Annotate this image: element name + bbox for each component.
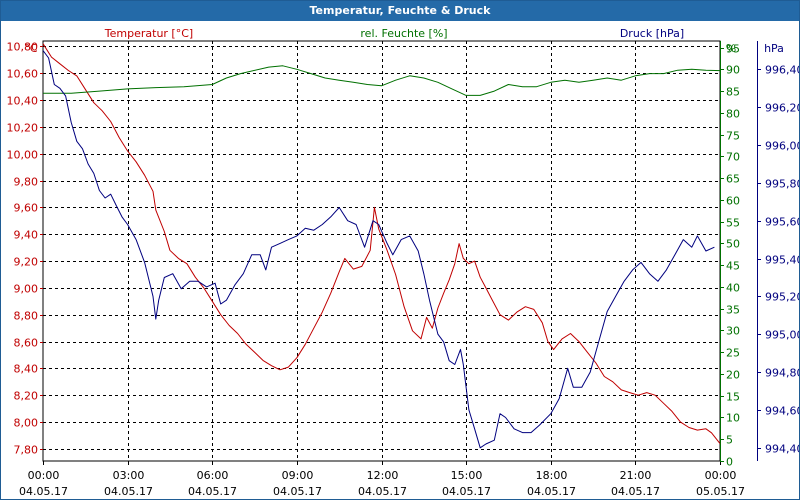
- humidity-unit-label: %: [726, 42, 736, 55]
- temperature-tick-label: 9,20: [14, 256, 39, 269]
- temperature-axis-title: Temperatur [°C]: [104, 27, 193, 40]
- temperature-tick-label: 9,00: [14, 283, 39, 296]
- humidity-tick-label: 85: [726, 86, 740, 99]
- humidity-tick-label: 10: [726, 412, 740, 425]
- temperature-tick-label: 8,20: [14, 390, 39, 403]
- humidity-series: [43, 65, 721, 96]
- pressure-unit-label: hPa: [764, 42, 784, 55]
- x-tick-label-date: 04.05.17: [104, 485, 153, 498]
- plot-area: [42, 40, 721, 462]
- humidity-tick-label: 55: [726, 217, 740, 230]
- axes: [40, 41, 761, 465]
- temperature-tick-label: 10,60: [7, 68, 39, 81]
- temperature-tick-label: 9,60: [14, 202, 39, 215]
- x-tick-label-date: 04.05.17: [611, 485, 660, 498]
- x-tick-label-date: 04.05.17: [442, 485, 491, 498]
- pressure-tick-label: 994,80: [765, 367, 799, 380]
- humidity-tick-label: 90: [726, 64, 740, 77]
- pressure-tick-label: 994,60: [765, 405, 799, 418]
- x-tick-label-time: 21:00: [620, 469, 652, 482]
- temperature-tick-label: 8,80: [14, 310, 39, 323]
- humidity-tick-label: 70: [726, 151, 740, 164]
- temperature-tick-label: 8,60: [14, 337, 39, 350]
- x-tick-label-date: 04.05.17: [358, 485, 407, 498]
- temperature-tick-label: 8,40: [14, 363, 39, 376]
- pressure-tick-label: 996,20: [765, 102, 799, 115]
- x-tick-label-time: 00:00: [705, 469, 737, 482]
- x-tick-label-time: 09:00: [282, 469, 314, 482]
- grid: [42, 40, 721, 462]
- humidity-tick-label: 30: [726, 325, 740, 338]
- x-tick-label-date: 04.05.17: [188, 485, 237, 498]
- pressure-tick-label: 995,20: [765, 291, 799, 304]
- pressure-tick-label: 995,60: [765, 216, 799, 229]
- pressure-series: [42, 50, 715, 449]
- x-tick-label-time: 12:00: [367, 469, 399, 482]
- humidity-tick-label: 75: [726, 130, 740, 143]
- x-tick-label-date: 04.05.17: [527, 485, 576, 498]
- humidity-tick-label: 95: [726, 43, 740, 56]
- series: [42, 43, 721, 449]
- x-tick-label-time: 03:00: [113, 469, 145, 482]
- labels: 00:00 04.05.17 03:00 04.05.17 06:00 04.05.17 0…: [7, 27, 800, 498]
- pressure-tick-label: 995,00: [765, 329, 799, 342]
- temperature-tick-label: 10,00: [7, 149, 39, 162]
- humidity-tick-label: 45: [726, 260, 740, 273]
- temperature-tick-label: 10,20: [7, 122, 39, 135]
- pressure-tick-label: 995,80: [765, 178, 799, 191]
- temperature-tick-label: 9,40: [14, 229, 39, 242]
- humidity-tick-label: 50: [726, 238, 740, 251]
- temperature-unit-label: °C: [24, 42, 38, 55]
- humidity-tick-label: 25: [726, 347, 740, 360]
- temperature-tick-label: 8,00: [14, 417, 39, 430]
- humidity-tick-label: 0: [726, 456, 733, 469]
- humidity-tick-label: 80: [726, 108, 740, 121]
- humidity-axis-title: rel. Feuchte [%]: [360, 27, 447, 40]
- x-tick-label-time: 15:00: [451, 469, 483, 482]
- window-title: Temperatur, Feuchte & Druck: [1, 1, 799, 21]
- x-tick-label-time: 06:00: [197, 469, 229, 482]
- pressure-axis-title: Druck [hPa]: [620, 27, 684, 40]
- humidity-tick-label: 20: [726, 369, 740, 382]
- humidity-tick-label: 5: [726, 434, 733, 447]
- x-tick-label-time: 18:00: [536, 469, 568, 482]
- humidity-tick-label: 15: [726, 391, 740, 404]
- temperature-tick-label: 7,80: [14, 444, 39, 457]
- humidity-tick-label: 65: [726, 173, 740, 186]
- chart-canvas: 00:00 04.05.17 03:00 04.05.17 06:00 04.05.17 0…: [7, 27, 800, 498]
- temperature-tick-label: 10,40: [7, 95, 39, 108]
- x-tick-label-date: 04.05.17: [273, 485, 322, 498]
- humidity-tick-label: 60: [726, 195, 740, 208]
- temperature-series: [42, 43, 721, 444]
- pressure-tick-label: 994,40: [765, 443, 799, 456]
- x-tick-label-date: 05.05.17: [696, 485, 745, 498]
- humidity-tick-label: 40: [726, 282, 740, 295]
- pressure-tick-label: 996,00: [765, 140, 799, 153]
- temperature-tick-label: 9,80: [14, 176, 39, 189]
- x-tick-label-time: 00:00: [28, 469, 60, 482]
- temperature-tick-label: 10,80: [7, 41, 39, 54]
- x-tick-label-date: 04.05.17: [19, 485, 68, 498]
- pressure-tick-label: 996,40: [765, 64, 799, 77]
- humidity-tick-label: 35: [726, 304, 740, 317]
- pressure-tick-label: 995,40: [765, 254, 799, 267]
